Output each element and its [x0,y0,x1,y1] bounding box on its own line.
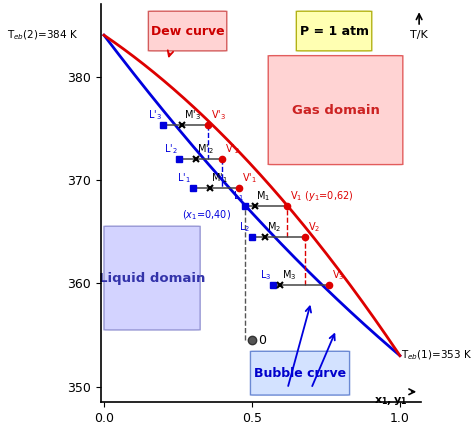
Text: Gas domain: Gas domain [292,104,380,117]
Text: M$_3$: M$_3$ [282,269,296,282]
Text: V$_3$: V$_3$ [332,269,345,282]
Text: V'$_2$: V'$_2$ [225,142,240,156]
Text: L$_2$: L$_2$ [239,220,250,234]
Text: V$_2$: V$_2$ [308,220,320,234]
Text: M$_2$: M$_2$ [267,220,281,234]
Text: 0: 0 [258,334,266,347]
Text: V$_1$ $(y_1$=0,62): V$_1$ $(y_1$=0,62) [291,189,354,202]
Text: $(x_1$=0,40): $(x_1$=0,40) [182,209,231,222]
Text: M'$_1$: M'$_1$ [211,171,228,185]
Text: L'$_3$: L'$_3$ [148,108,162,122]
Text: $\mathbf{x_1,y_1}$: $\mathbf{x_1,y_1}$ [374,395,407,407]
Text: L$_1$: L$_1$ [233,189,244,202]
FancyBboxPatch shape [148,11,227,51]
FancyBboxPatch shape [296,11,372,51]
Text: Dew curve: Dew curve [151,24,224,38]
FancyBboxPatch shape [268,56,403,165]
Text: T/K: T/K [410,30,428,40]
Text: V'$_3$: V'$_3$ [210,108,226,122]
Text: L$_3$: L$_3$ [260,269,271,282]
Text: L'$_1$: L'$_1$ [177,171,191,185]
Text: M$_1$: M$_1$ [256,189,271,202]
FancyBboxPatch shape [104,226,200,330]
FancyBboxPatch shape [250,351,350,395]
Text: M'$_2$: M'$_2$ [197,142,214,156]
Text: V'$_1$: V'$_1$ [242,171,256,185]
Text: Liquid domain: Liquid domain [99,272,205,284]
Text: P = 1 atm: P = 1 atm [300,24,369,38]
Text: L'$_2$: L'$_2$ [164,142,178,156]
Text: T$_{eb}$(1)=353 K: T$_{eb}$(1)=353 K [401,349,473,363]
Text: T$_{eb}$(2)=384 K: T$_{eb}$(2)=384 K [8,28,79,42]
Text: Bubble curve: Bubble curve [254,367,346,380]
Text: M'$_3$: M'$_3$ [184,108,201,122]
